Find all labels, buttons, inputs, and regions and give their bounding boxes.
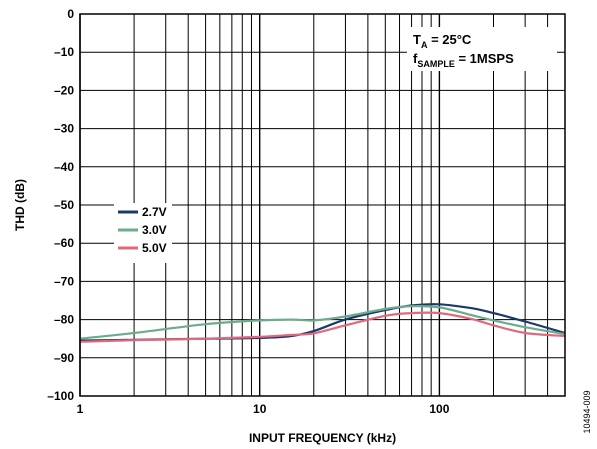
y-axis-label: THD (dB) — [13, 179, 27, 231]
x-tick-labels: 1 10 100 — [77, 402, 450, 416]
y-tick-label: –60 — [54, 236, 74, 250]
x-axis-label: INPUT FREQUENCY (kHz) — [249, 431, 396, 445]
x-tick-label: 10 — [253, 402, 267, 416]
y-tick-label: –70 — [54, 274, 74, 288]
series-line-2-7v — [79, 303, 566, 342]
y-tick-label: –40 — [54, 160, 74, 174]
y-tick-label: –30 — [54, 122, 74, 136]
y-tick-label: –80 — [54, 313, 74, 327]
y-tick-label: –10 — [54, 45, 74, 59]
legend-label: 3.0V — [142, 223, 167, 237]
series-line-5-0v — [79, 311, 566, 343]
figure-id: 10494-009 — [582, 390, 592, 433]
annotation-box — [407, 27, 557, 71]
y-tick-label: 0 — [67, 7, 74, 21]
y-tick-label: –20 — [54, 83, 74, 97]
legend-label: 5.0V — [142, 241, 167, 255]
annotation-temperature: TA = 25°C — [413, 32, 472, 50]
annotation-sample-rate: fSAMPLE = 1MSPS — [413, 51, 514, 69]
series-lines — [79, 303, 566, 343]
y-tick-label: –90 — [54, 351, 74, 365]
y-tick-labels: 0 –10 –20 –30 –40 –50 –60 –70 –80 –90 –100 — [47, 7, 74, 403]
conditions-annotation: TA = 25°C fSAMPLE = 1MSPS — [407, 27, 557, 71]
series-line-3-0v — [79, 304, 566, 340]
y-tick-label: –50 — [54, 198, 74, 212]
x-tick-label: 100 — [429, 402, 449, 416]
plot-frame — [79, 13, 566, 397]
legend-label: 2.7V — [142, 205, 167, 219]
x-tick-label: 1 — [77, 402, 84, 416]
legend: 2.7V 3.0V 5.0V — [114, 203, 172, 263]
y-tick-label: –100 — [47, 389, 74, 403]
